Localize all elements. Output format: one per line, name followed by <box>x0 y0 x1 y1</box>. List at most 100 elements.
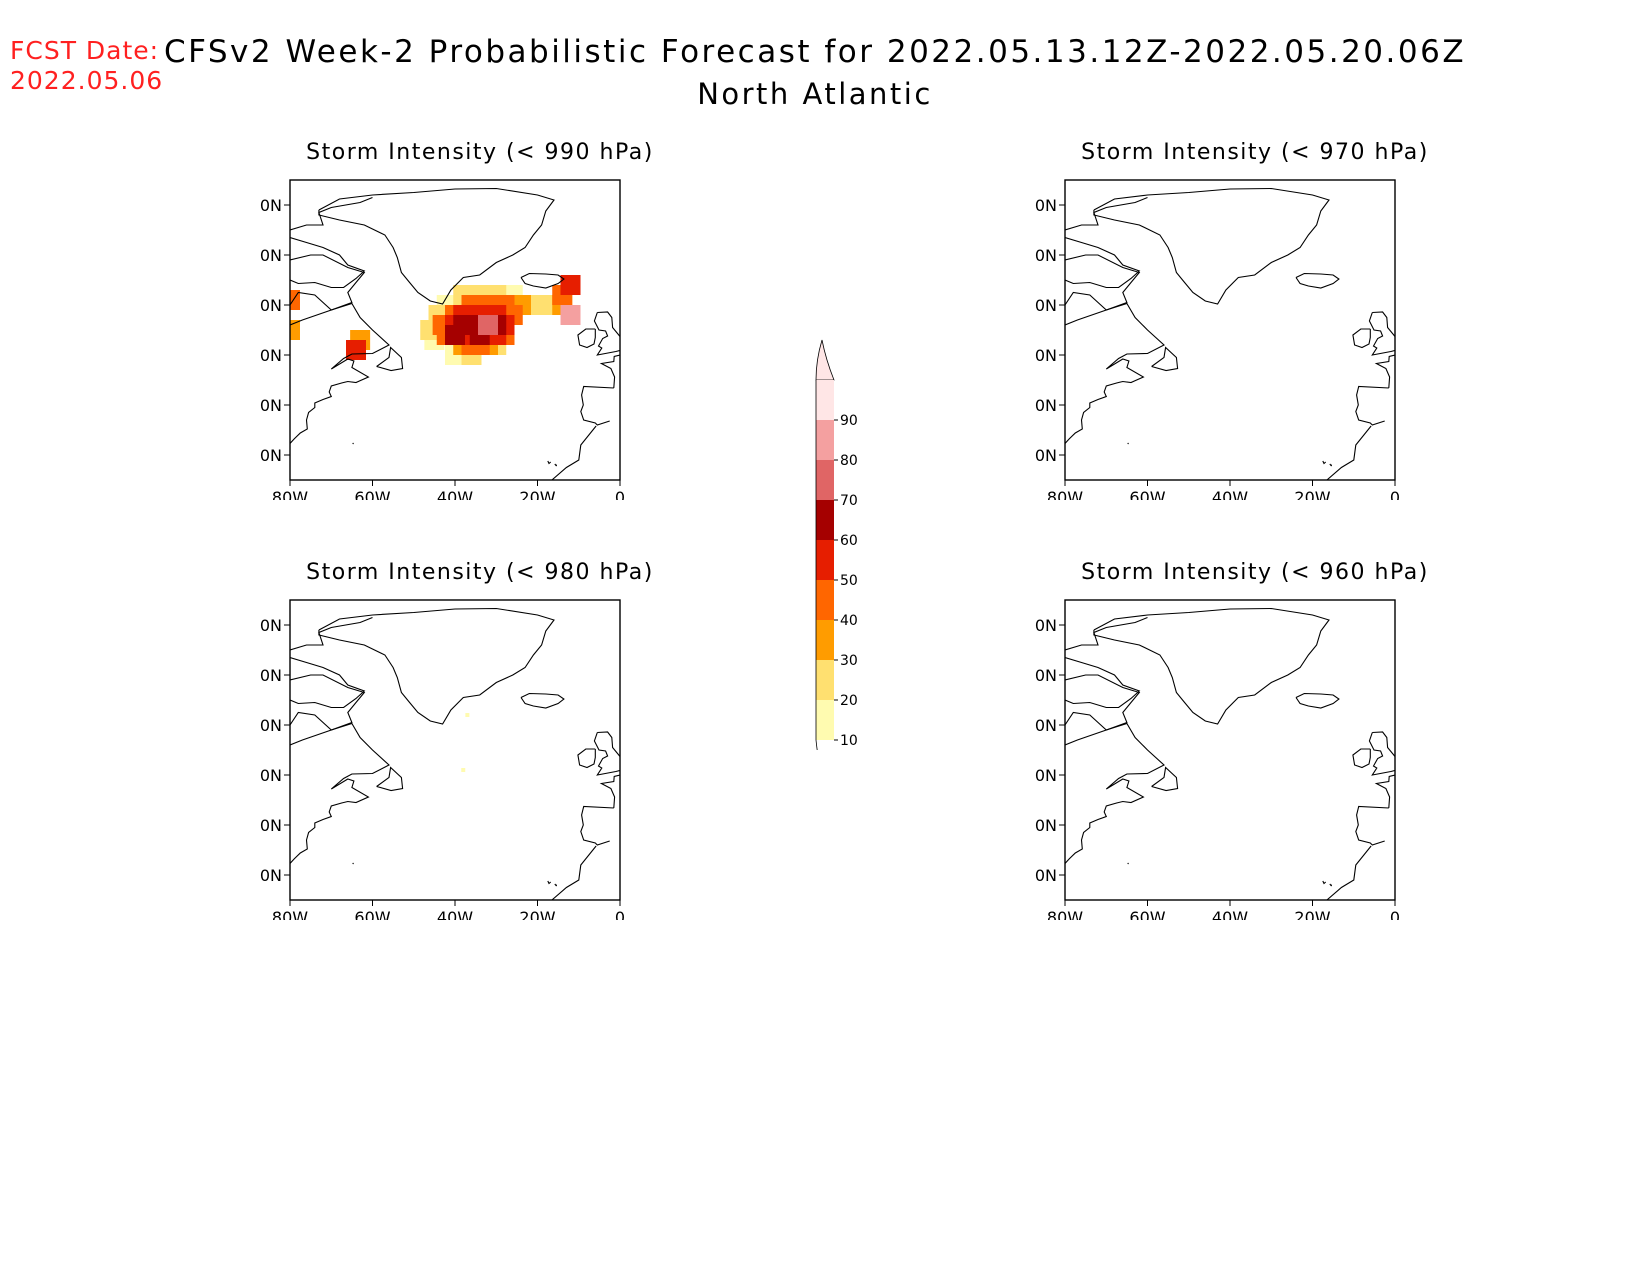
colorbar-label: 60 <box>840 533 858 549</box>
coastline <box>1295 692 1340 709</box>
coastlines <box>290 187 620 480</box>
colorbar-label: 40 <box>840 613 858 629</box>
coastline <box>290 302 390 444</box>
coastline <box>593 311 620 356</box>
coastline <box>554 463 558 467</box>
coastline <box>1368 311 1395 356</box>
colorbar-label: 80 <box>840 453 858 469</box>
coastline <box>1374 774 1395 809</box>
probability-cell <box>535 295 556 315</box>
map-panel-960: Storm Intensity (< 960 hPa) 80N 70N 60N 50N… <box>1035 560 1455 920</box>
lat-tick-label: 40N <box>260 816 282 835</box>
map-frame <box>289 599 621 901</box>
coastline <box>554 883 558 887</box>
coastline <box>1127 442 1129 445</box>
coastline <box>318 607 555 725</box>
probability-colorbar: 90 80 70 60 50 40 30 20 10 <box>815 339 858 750</box>
panel-title: Storm Intensity (< 980 hPa) <box>306 560 654 585</box>
colorbar-swatch <box>816 380 834 420</box>
coastline <box>1065 616 1148 651</box>
colorbar-bottom-cap <box>815 739 818 750</box>
coastline <box>1322 880 1327 885</box>
colorbar-swatch <box>816 620 834 660</box>
lat-tick-label: 50N <box>1035 346 1057 365</box>
coastline <box>318 187 555 305</box>
lat-tick-label: 50N <box>260 346 282 365</box>
coastline <box>1093 187 1330 305</box>
map-chart: 80N 70N 60N 50N 40N 30N 80W 60W 40W 20W 0 <box>260 179 625 500</box>
coastline <box>551 845 597 900</box>
coastline <box>1151 346 1179 372</box>
lat-tick-label: 50N <box>1035 766 1057 785</box>
map-panel-990: Storm Intensity (< 990 hPa) 80N 70N 60N 50N… <box>260 140 680 500</box>
lat-tick-label: 80N <box>260 616 282 635</box>
lat-tick-label: 40N <box>1035 396 1057 415</box>
probability-cell <box>461 768 466 772</box>
lon-tick-label: 40W <box>437 908 473 920</box>
map-chart: 80N 70N 60N 50N 40N 30N 80W 60W 40W 20W 0 <box>260 599 625 920</box>
lon-tick-label: 60W <box>1129 908 1165 920</box>
lon-tick-label: 40W <box>1212 488 1248 500</box>
probability-cell <box>346 340 366 360</box>
coastline <box>1352 748 1371 769</box>
coastline <box>1065 674 1141 731</box>
coastline <box>1329 463 1333 467</box>
lon-tick-label: 80W <box>272 488 308 500</box>
lon-tick-label: 20W <box>1294 908 1330 920</box>
colorbar-swatch <box>816 700 834 740</box>
coastline <box>1329 883 1333 887</box>
panel-title: Storm Intensity (< 970 hPa) <box>1081 140 1429 165</box>
coastline <box>577 748 596 769</box>
lon-tick-label: 80W <box>1047 908 1083 920</box>
coastline <box>1322 460 1327 465</box>
coastline <box>1374 354 1395 389</box>
coastline <box>1368 731 1395 776</box>
page-subtitle: North Atlantic <box>697 77 933 111</box>
coastline <box>547 460 552 465</box>
probability-cell <box>465 713 470 717</box>
coastlines <box>290 607 620 900</box>
map-chart: 80N 70N 60N 50N 40N 30N 80W 60W 40W 20W 0 <box>1035 599 1400 920</box>
lon-tick-label: 20W <box>519 908 555 920</box>
colorbar-swatch <box>816 660 834 700</box>
lon-tick-label: 40W <box>1212 908 1248 920</box>
lon-tick-label: 0 <box>1390 908 1400 920</box>
coastline <box>599 354 620 389</box>
colorbar-swatch <box>816 580 834 620</box>
coastline <box>1326 845 1372 900</box>
lon-tick-label: 60W <box>354 488 390 500</box>
coastline <box>1065 722 1165 864</box>
coastline <box>1352 328 1371 349</box>
lat-tick-label: 30N <box>260 446 282 465</box>
coastline <box>1326 425 1372 480</box>
coastline <box>376 766 404 792</box>
lat-tick-label: 70N <box>1035 246 1057 265</box>
lat-tick-label: 80N <box>1035 616 1057 635</box>
coastline <box>1065 656 1141 709</box>
lon-tick-label: 0 <box>615 908 625 920</box>
coastline <box>580 805 614 846</box>
coastline <box>1295 272 1340 289</box>
lat-tick-label: 70N <box>260 246 282 265</box>
lat-tick-label: 80N <box>1035 196 1057 215</box>
coastline <box>1093 607 1330 725</box>
lon-tick-label: 0 <box>615 488 625 500</box>
probability-cell <box>560 305 581 325</box>
colorbar-label: 10 <box>840 733 858 749</box>
lat-tick-label: 40N <box>260 396 282 415</box>
probability-cell <box>453 315 474 335</box>
coastline <box>520 692 565 709</box>
probability-cell <box>560 275 581 295</box>
coastline <box>290 656 366 709</box>
lat-tick-label: 50N <box>260 766 282 785</box>
coastline <box>352 442 354 445</box>
lon-tick-label: 80W <box>1047 488 1083 500</box>
panel-title: Storm Intensity (< 960 hPa) <box>1081 560 1429 585</box>
coastline <box>1151 766 1179 792</box>
map-panel-970: Storm Intensity (< 970 hPa) 80N 70N 60N 50N… <box>1035 140 1455 500</box>
colorbar-top-cap <box>815 339 835 381</box>
coastline <box>290 722 390 864</box>
coastline <box>599 774 620 809</box>
coastline <box>290 196 373 231</box>
colorbar-swatch <box>816 460 834 500</box>
